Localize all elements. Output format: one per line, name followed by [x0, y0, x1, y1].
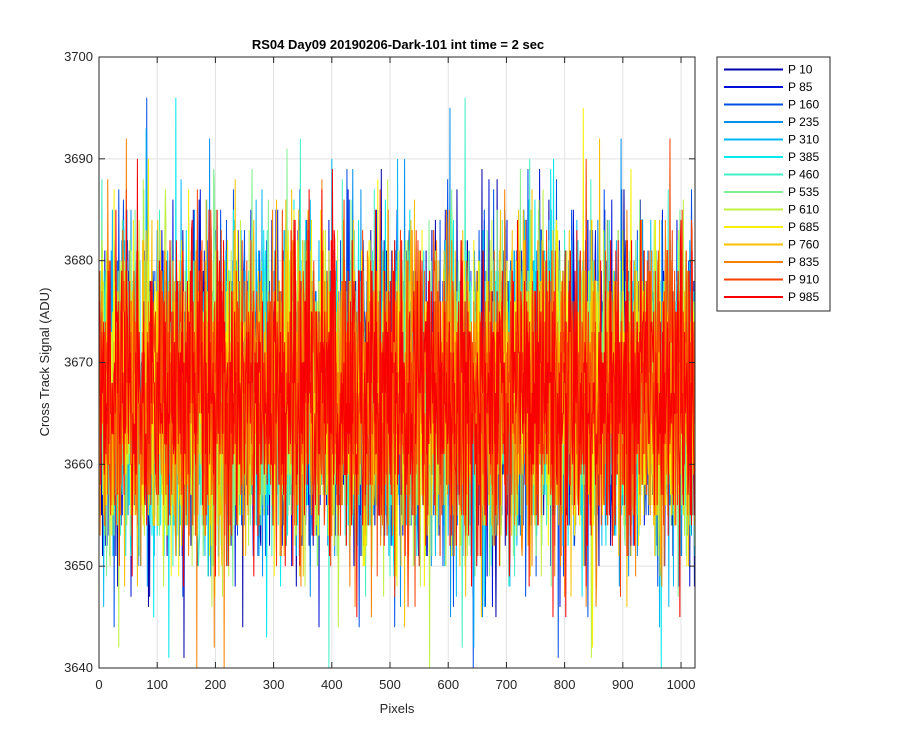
x-tick-label: 400 [321, 677, 343, 692]
y-tick-label: 3670 [64, 355, 93, 370]
x-tick-label: 200 [205, 677, 227, 692]
legend-box [716, 56, 831, 312]
x-axis-label: Pixels [380, 701, 415, 716]
y-tick-label: 3650 [64, 558, 93, 573]
y-tick-label: 3700 [64, 49, 93, 64]
legend-entry: P 10 [788, 63, 813, 77]
legend-entry: P 985 [788, 290, 819, 304]
x-tick-label: 100 [146, 677, 168, 692]
legend-entry: P 835 [788, 255, 819, 269]
legend-entry: P 85 [788, 80, 813, 94]
x-tick-label: 0 [95, 677, 102, 692]
series-line-p-910 [98, 138, 695, 607]
x-tick-label: 300 [263, 677, 285, 692]
x-tick-label: 900 [612, 677, 634, 692]
x-tick-label: 800 [554, 677, 576, 692]
series-lines [98, 97, 695, 669]
legend-entry: P 235 [788, 115, 819, 129]
axis-ticks: 0 100 200 300 400 500 600 700 800 900 1000 3640 3650… [64, 49, 695, 692]
legend-entry: P 460 [788, 168, 819, 182]
legend-entry: P 760 [788, 238, 819, 252]
chart-title: RS04 Day09 20190206-Dark-101 int time = … [252, 37, 544, 52]
y-tick-label: 3680 [64, 253, 93, 268]
x-tick-label: 600 [437, 677, 459, 692]
legend-entry: P 160 [788, 98, 819, 112]
legend: P 10 P 85 P 160 P 235 P 310 P 385 P 460 P 535 P … [716, 56, 831, 312]
y-tick-label: 3640 [64, 660, 93, 675]
legend-entry: P 535 [788, 185, 819, 199]
x-tick-label: 1000 [667, 677, 696, 692]
legend-entry: P 610 [788, 203, 819, 217]
series-line-p-985 [98, 158, 695, 618]
y-axis-label: Cross Track Signal (ADU) [37, 288, 52, 437]
legend-entry: P 910 [788, 273, 819, 287]
x-tick-label: 700 [496, 677, 518, 692]
legend-entry: P 310 [788, 133, 819, 147]
y-tick-label: 3660 [64, 456, 93, 471]
legend-entry: P 385 [788, 150, 819, 164]
x-tick-label: 500 [379, 677, 401, 692]
y-tick-label: 3690 [64, 151, 93, 166]
legend-entry: P 685 [788, 220, 819, 234]
